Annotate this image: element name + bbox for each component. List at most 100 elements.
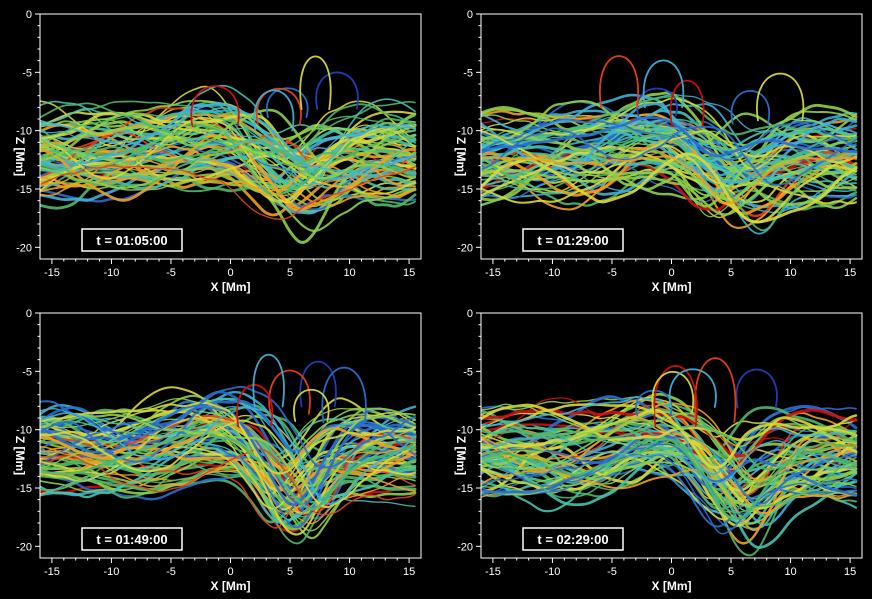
x-tick-label: -15 [44, 267, 60, 279]
panel-top-left: -15 -10 -5 0 5 10 15 0 -5 -10 -15 -20 X [Mm] Z [Mm] t … [13, 9, 422, 294]
x-tick-label: 5 [287, 566, 293, 578]
field-line [481, 108, 857, 146]
z-tick-label: -20 [457, 242, 473, 254]
z-tick-label: -5 [463, 366, 473, 378]
field-line [481, 453, 857, 535]
x-axis-label: X [Mm] [652, 280, 692, 294]
x-tick-label: -5 [166, 267, 176, 279]
field-loop [265, 87, 309, 118]
field-line [40, 99, 416, 141]
z-tick-label: 0 [26, 9, 32, 21]
field-line [40, 117, 416, 204]
z-tick-label: 0 [26, 308, 32, 320]
z-tick-label: -10 [16, 425, 32, 437]
field-line [481, 434, 858, 497]
field-line [481, 403, 857, 448]
field-line [481, 452, 858, 508]
field-line [40, 84, 416, 186]
field-line [481, 408, 858, 470]
x-tick-label: -5 [607, 267, 617, 279]
time-stamp-label: t = 01:49:00 [96, 532, 167, 547]
field-lines [481, 357, 858, 557]
z-axis-label: Z [Mm] [454, 137, 468, 176]
x-tick-label: -10 [103, 267, 119, 279]
x-tick-label: -10 [544, 267, 560, 279]
field-loop [642, 59, 685, 109]
z-tick-label: -5 [22, 366, 32, 378]
z-tick-label: -15 [457, 184, 473, 196]
time-stamp-box [81, 228, 183, 252]
field-loop [668, 368, 717, 408]
z-tick-label: -15 [16, 483, 32, 495]
z-tick-label: -20 [16, 541, 32, 553]
field-loop [669, 79, 705, 127]
z-tick-label: -10 [457, 425, 473, 437]
x-tick-label: 10 [343, 566, 355, 578]
field-line [40, 448, 416, 516]
field-loop [299, 360, 337, 408]
field-line [481, 139, 858, 216]
x-tick-label: -15 [485, 267, 501, 279]
field-line [40, 406, 416, 505]
x-tick-label: 0 [227, 267, 233, 279]
z-axis-label: Z [Mm] [13, 137, 27, 176]
field-line [40, 441, 416, 521]
x-tick-label: 15 [403, 566, 415, 578]
field-loop [321, 367, 367, 424]
time-stamp-label: t = 01:29:00 [537, 233, 608, 248]
field-line [40, 112, 417, 167]
field-lines [40, 353, 417, 545]
x-tick-label: 10 [784, 267, 796, 279]
field-line [40, 114, 416, 160]
field-line [40, 145, 417, 197]
field-line [40, 159, 416, 197]
z-tick-label: -5 [463, 67, 473, 79]
field-lines [481, 55, 858, 235]
field-line [40, 419, 416, 509]
z-tick-label: -10 [16, 126, 32, 138]
field-loop [190, 85, 240, 127]
z-tick-label: -5 [22, 67, 32, 79]
x-tick-label: -10 [103, 566, 119, 578]
x-axis-label: X [Mm] [652, 579, 692, 593]
z-axis-label: Z [Mm] [454, 436, 468, 475]
field-line [40, 385, 416, 469]
x-tick-label: -5 [166, 566, 176, 578]
time-stamp-box [81, 527, 183, 551]
x-tick-label: 15 [844, 267, 856, 279]
field-loop [315, 71, 359, 110]
field-loop [599, 55, 639, 109]
x-tick-label: 10 [343, 267, 355, 279]
field-line [40, 431, 417, 511]
x-tick-label: 15 [844, 566, 856, 578]
x-tick-label: -5 [607, 566, 617, 578]
field-loop [756, 72, 805, 122]
field-loop [293, 388, 330, 422]
field-line [481, 403, 858, 454]
field-loop [253, 89, 295, 132]
field-loop [252, 353, 285, 408]
x-tick-label: 15 [403, 267, 415, 279]
panel-top-right: -15 -10 -5 0 5 10 15 0 -5 -10 -15 -20 X [Mm] Z [Mm] t … [454, 9, 863, 294]
field-loop [299, 55, 332, 111]
x-tick-label: 5 [287, 267, 293, 279]
field-line [481, 438, 857, 514]
field-line [40, 409, 416, 495]
z-tick-label: 0 [467, 9, 473, 21]
z-tick-label: -15 [457, 483, 473, 495]
z-tick-label: -15 [16, 184, 32, 196]
field-line [40, 131, 416, 176]
field-lines [40, 55, 417, 244]
field-loop [255, 87, 302, 126]
x-tick-label: 0 [227, 566, 233, 578]
z-tick-label: -10 [457, 126, 473, 138]
panel-bottom-right: -15 -10 -5 0 5 10 15 0 -5 -10 -15 -20 X [Mm] Z [Mm] t … [454, 308, 863, 593]
x-tick-label: 0 [668, 566, 674, 578]
field-line [481, 125, 857, 186]
z-tick-label: 0 [467, 308, 473, 320]
x-tick-label: -10 [544, 566, 560, 578]
field-line [481, 155, 857, 205]
field-line [40, 100, 416, 184]
field-line [40, 465, 417, 531]
